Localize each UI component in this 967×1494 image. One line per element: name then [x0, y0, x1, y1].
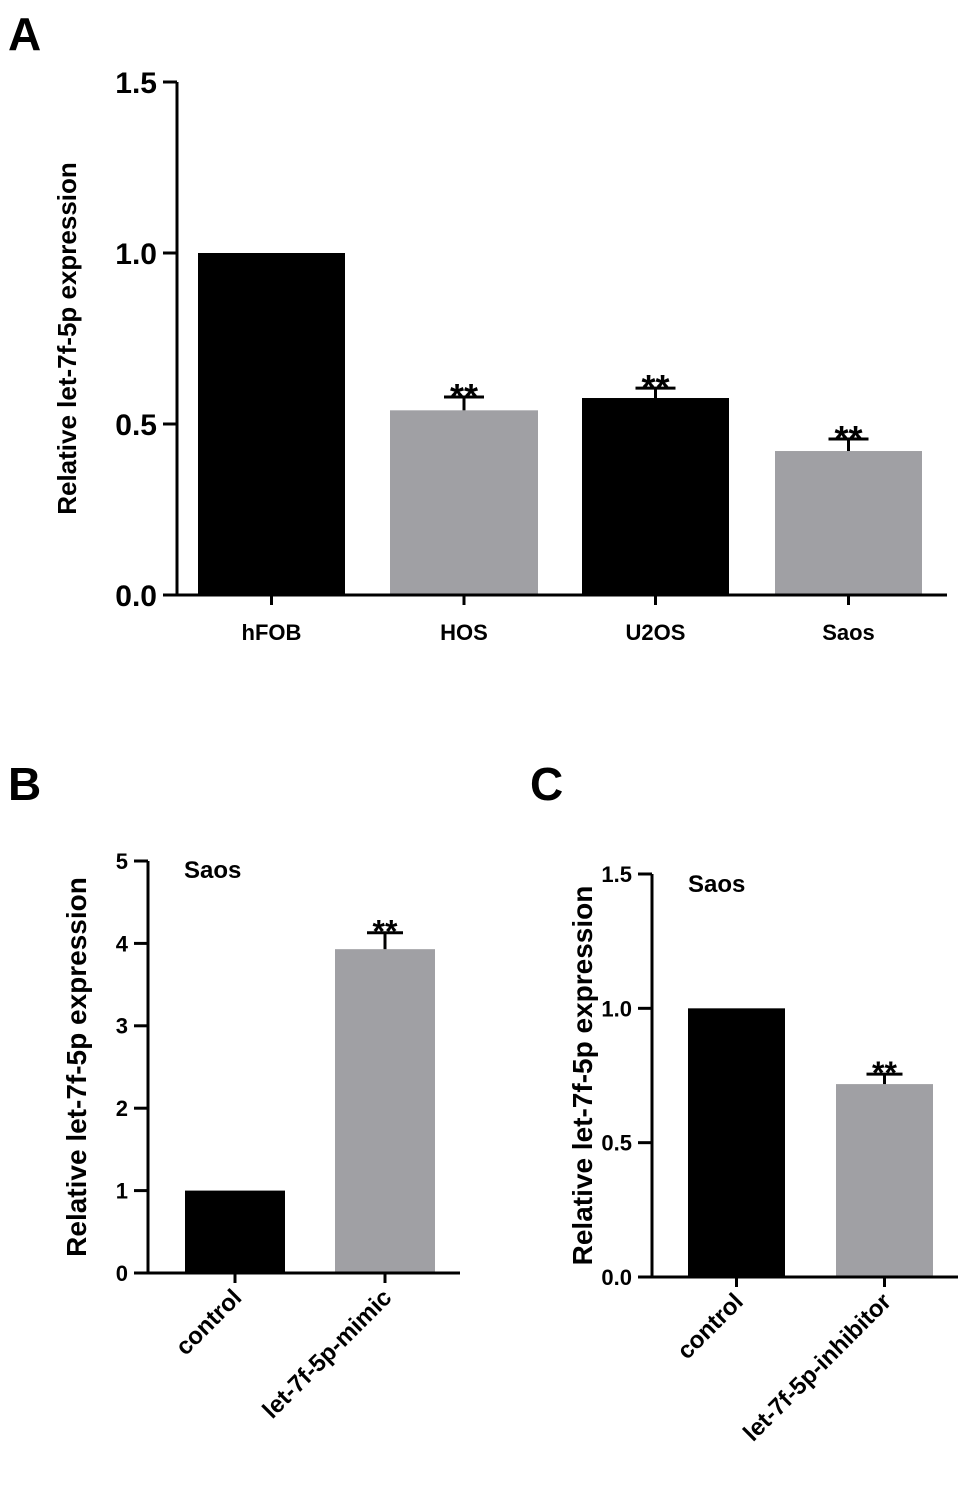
panel-label: A — [8, 8, 41, 60]
y-tick-label: 0.0 — [601, 1265, 632, 1290]
x-tick-label: let-7f-5p-mimic — [257, 1284, 397, 1424]
y-axis-label: Relative let-7f-5p expression — [61, 877, 92, 1257]
y-tick-label: 1.5 — [601, 862, 632, 887]
y-tick-label: 1.5 — [115, 67, 157, 100]
x-tick-label: Saos — [822, 620, 875, 645]
bar-let-7f-5p-mimic — [335, 949, 435, 1273]
x-tick-label: control — [672, 1288, 749, 1365]
y-tick-label: 1.0 — [601, 996, 632, 1021]
significance-marker: ** — [872, 1055, 897, 1091]
bar-hFOB — [198, 253, 345, 595]
y-tick-label: 1 — [116, 1179, 128, 1204]
y-axis-label: Relative let-7f-5p expression — [52, 162, 82, 515]
inset-label: Saos — [184, 857, 241, 884]
y-tick-label: 0.5 — [115, 409, 157, 442]
x-tick-label: hFOB — [242, 620, 302, 645]
y-tick-label: 1.0 — [115, 238, 157, 271]
significance-marker: ** — [834, 418, 862, 459]
y-tick-label: 3 — [116, 1014, 128, 1039]
y-axis-label: Relative let-7f-5p expression — [567, 886, 598, 1266]
panel-label: B — [8, 758, 41, 810]
x-tick-label: control — [171, 1284, 248, 1361]
significance-marker: ** — [373, 913, 398, 949]
y-tick-label: 0 — [116, 1261, 128, 1286]
y-tick-label: 4 — [116, 931, 129, 956]
y-tick-label: 0.5 — [601, 1131, 632, 1156]
bar-control — [185, 1190, 285, 1273]
significance-marker: ** — [450, 376, 478, 417]
inset-label: Saos — [688, 871, 745, 898]
y-tick-label: 5 — [116, 849, 128, 874]
x-tick-label: let-7f-5p-inhibitor — [738, 1288, 897, 1447]
x-tick-label: HOS — [440, 620, 488, 645]
y-tick-label: 2 — [116, 1096, 128, 1121]
panel-label: C — [530, 758, 563, 810]
bar-Saos — [775, 451, 922, 595]
bar-control — [688, 1008, 785, 1277]
bar-U2OS — [582, 398, 729, 595]
x-tick-label: U2OS — [626, 620, 686, 645]
significance-marker: ** — [641, 367, 669, 408]
bar-let-7f-5p-inhibitor — [836, 1084, 933, 1277]
bar-HOS — [390, 410, 538, 595]
y-tick-label: 0.0 — [115, 580, 157, 613]
